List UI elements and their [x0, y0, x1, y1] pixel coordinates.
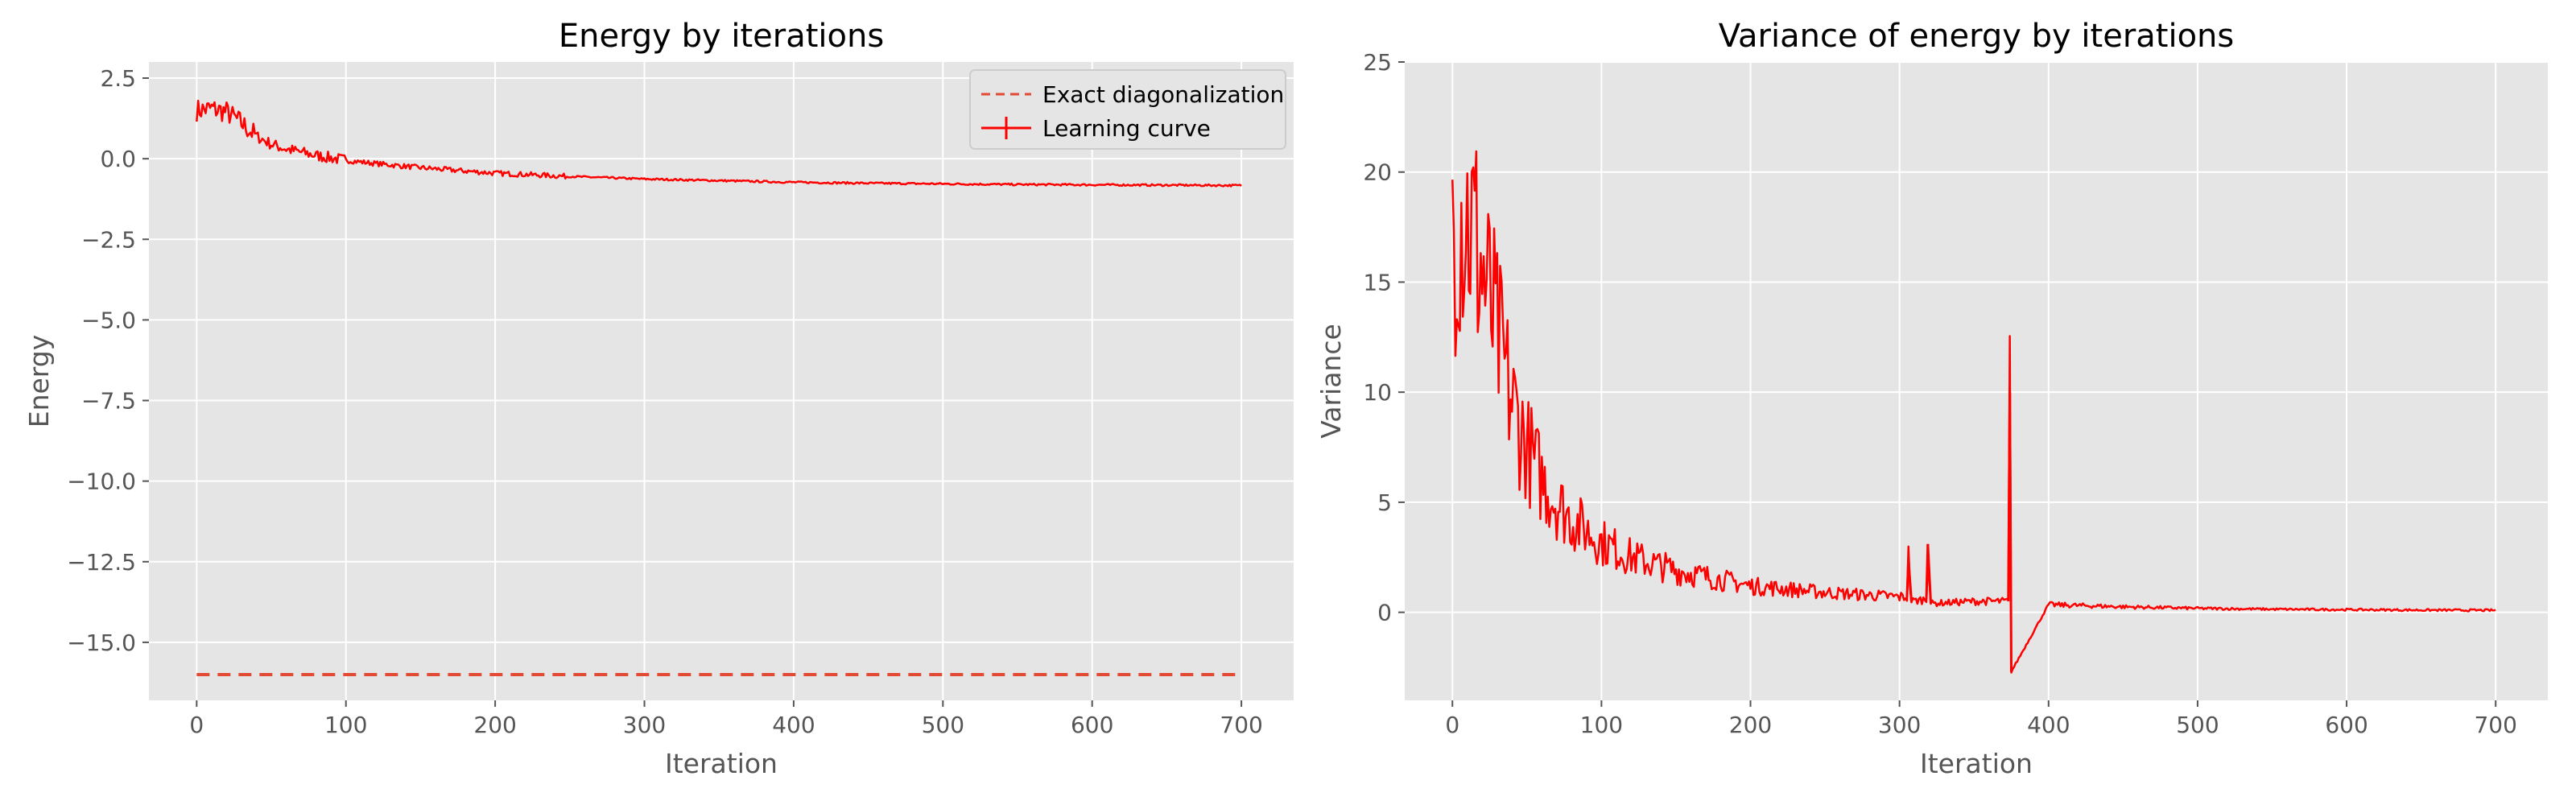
variance-spike: [2008, 392, 2013, 672]
y-tick-label: −2.5: [81, 226, 136, 253]
energy-y-axis-label: Energy: [23, 335, 55, 428]
legend-box: [969, 69, 1286, 150]
variance-ticks: 0 100 200 300 400 500 600 700 25 20 15 10 5 0: [1363, 49, 2517, 738]
x-tick-label: 600: [1071, 712, 1113, 738]
energy-chart-title: Energy by iterations: [559, 18, 884, 55]
series-learning-curve: [196, 99, 1242, 188]
y-tick-label: 20: [1363, 159, 1392, 186]
x-tick-label: 500: [2176, 712, 2219, 738]
variance-spike: [1926, 543, 1933, 604]
variance-chart-title: Variance of energy by iterations: [1719, 18, 2234, 55]
energy-grid: [149, 62, 1294, 700]
x-tick-label: 700: [2474, 712, 2516, 738]
y-tick-label: 5: [1377, 489, 1392, 516]
x-tick-label: 300: [623, 712, 666, 738]
variance-y-axis-label: Variance: [1315, 324, 1347, 439]
y-tick-label: −15.0: [67, 630, 136, 656]
x-tick-label: 600: [2325, 712, 2368, 738]
y-tick-label: −7.5: [81, 388, 136, 415]
x-tick-label: 200: [473, 712, 516, 738]
x-tick-label: 300: [1878, 712, 1921, 738]
variance-plot-area: [1405, 62, 2548, 700]
variance-spike: [1907, 559, 1913, 602]
variance-grid: [1405, 61, 2548, 700]
variance-chart: 0 100 200 300 400 500 600 700 25 20 15 10 5 0 Varianc…: [1315, 18, 2548, 779]
x-tick-label: 700: [1220, 712, 1262, 738]
legend-label-learning-curve: Learning curve: [1042, 115, 1211, 142]
energy-x-axis-label: Iteration: [665, 748, 778, 779]
y-tick-label: 2.5: [100, 65, 136, 92]
variance-x-axis-label: Iteration: [1920, 748, 2033, 779]
y-tick-label: 25: [1363, 49, 1392, 76]
x-tick-label: 400: [772, 712, 815, 738]
energy-legend: Exact diagonalization Learning curve: [969, 69, 1286, 150]
energy-chart: 0 100 200 300 400 500 600 700 2.5 0.0 −2.5 −5.0 −7.5…: [23, 18, 1294, 779]
variance-marks: [1451, 150, 2496, 674]
y-tick-label: −5.0: [81, 307, 136, 333]
energy-ticks: 0 100 200 300 400 500 600 700 2.5 0.0 −2.5 −5.0 −7.5…: [67, 65, 1263, 738]
y-tick-label: 10: [1363, 379, 1392, 406]
x-tick-label: 500: [922, 712, 964, 738]
x-tick-label: 100: [1580, 712, 1623, 738]
energy-marks: [196, 99, 1242, 676]
y-tick-label: −10.0: [67, 469, 136, 495]
x-tick-label: 400: [2027, 712, 2070, 738]
x-tick-label: 0: [189, 712, 204, 738]
energy-plot-area: [149, 62, 1294, 700]
legend-label-exact-diagonalization: Exact diagonalization: [1042, 81, 1284, 108]
x-tick-label: 0: [1445, 712, 1459, 738]
x-tick-label: 100: [324, 712, 367, 738]
y-tick-label: 0.0: [100, 146, 136, 172]
x-tick-label: 200: [1729, 712, 1772, 738]
y-tick-label: 15: [1363, 269, 1392, 295]
series-variance: [1451, 150, 2496, 674]
y-tick-label: −12.5: [67, 549, 136, 576]
y-tick-label: 0: [1377, 600, 1392, 626]
